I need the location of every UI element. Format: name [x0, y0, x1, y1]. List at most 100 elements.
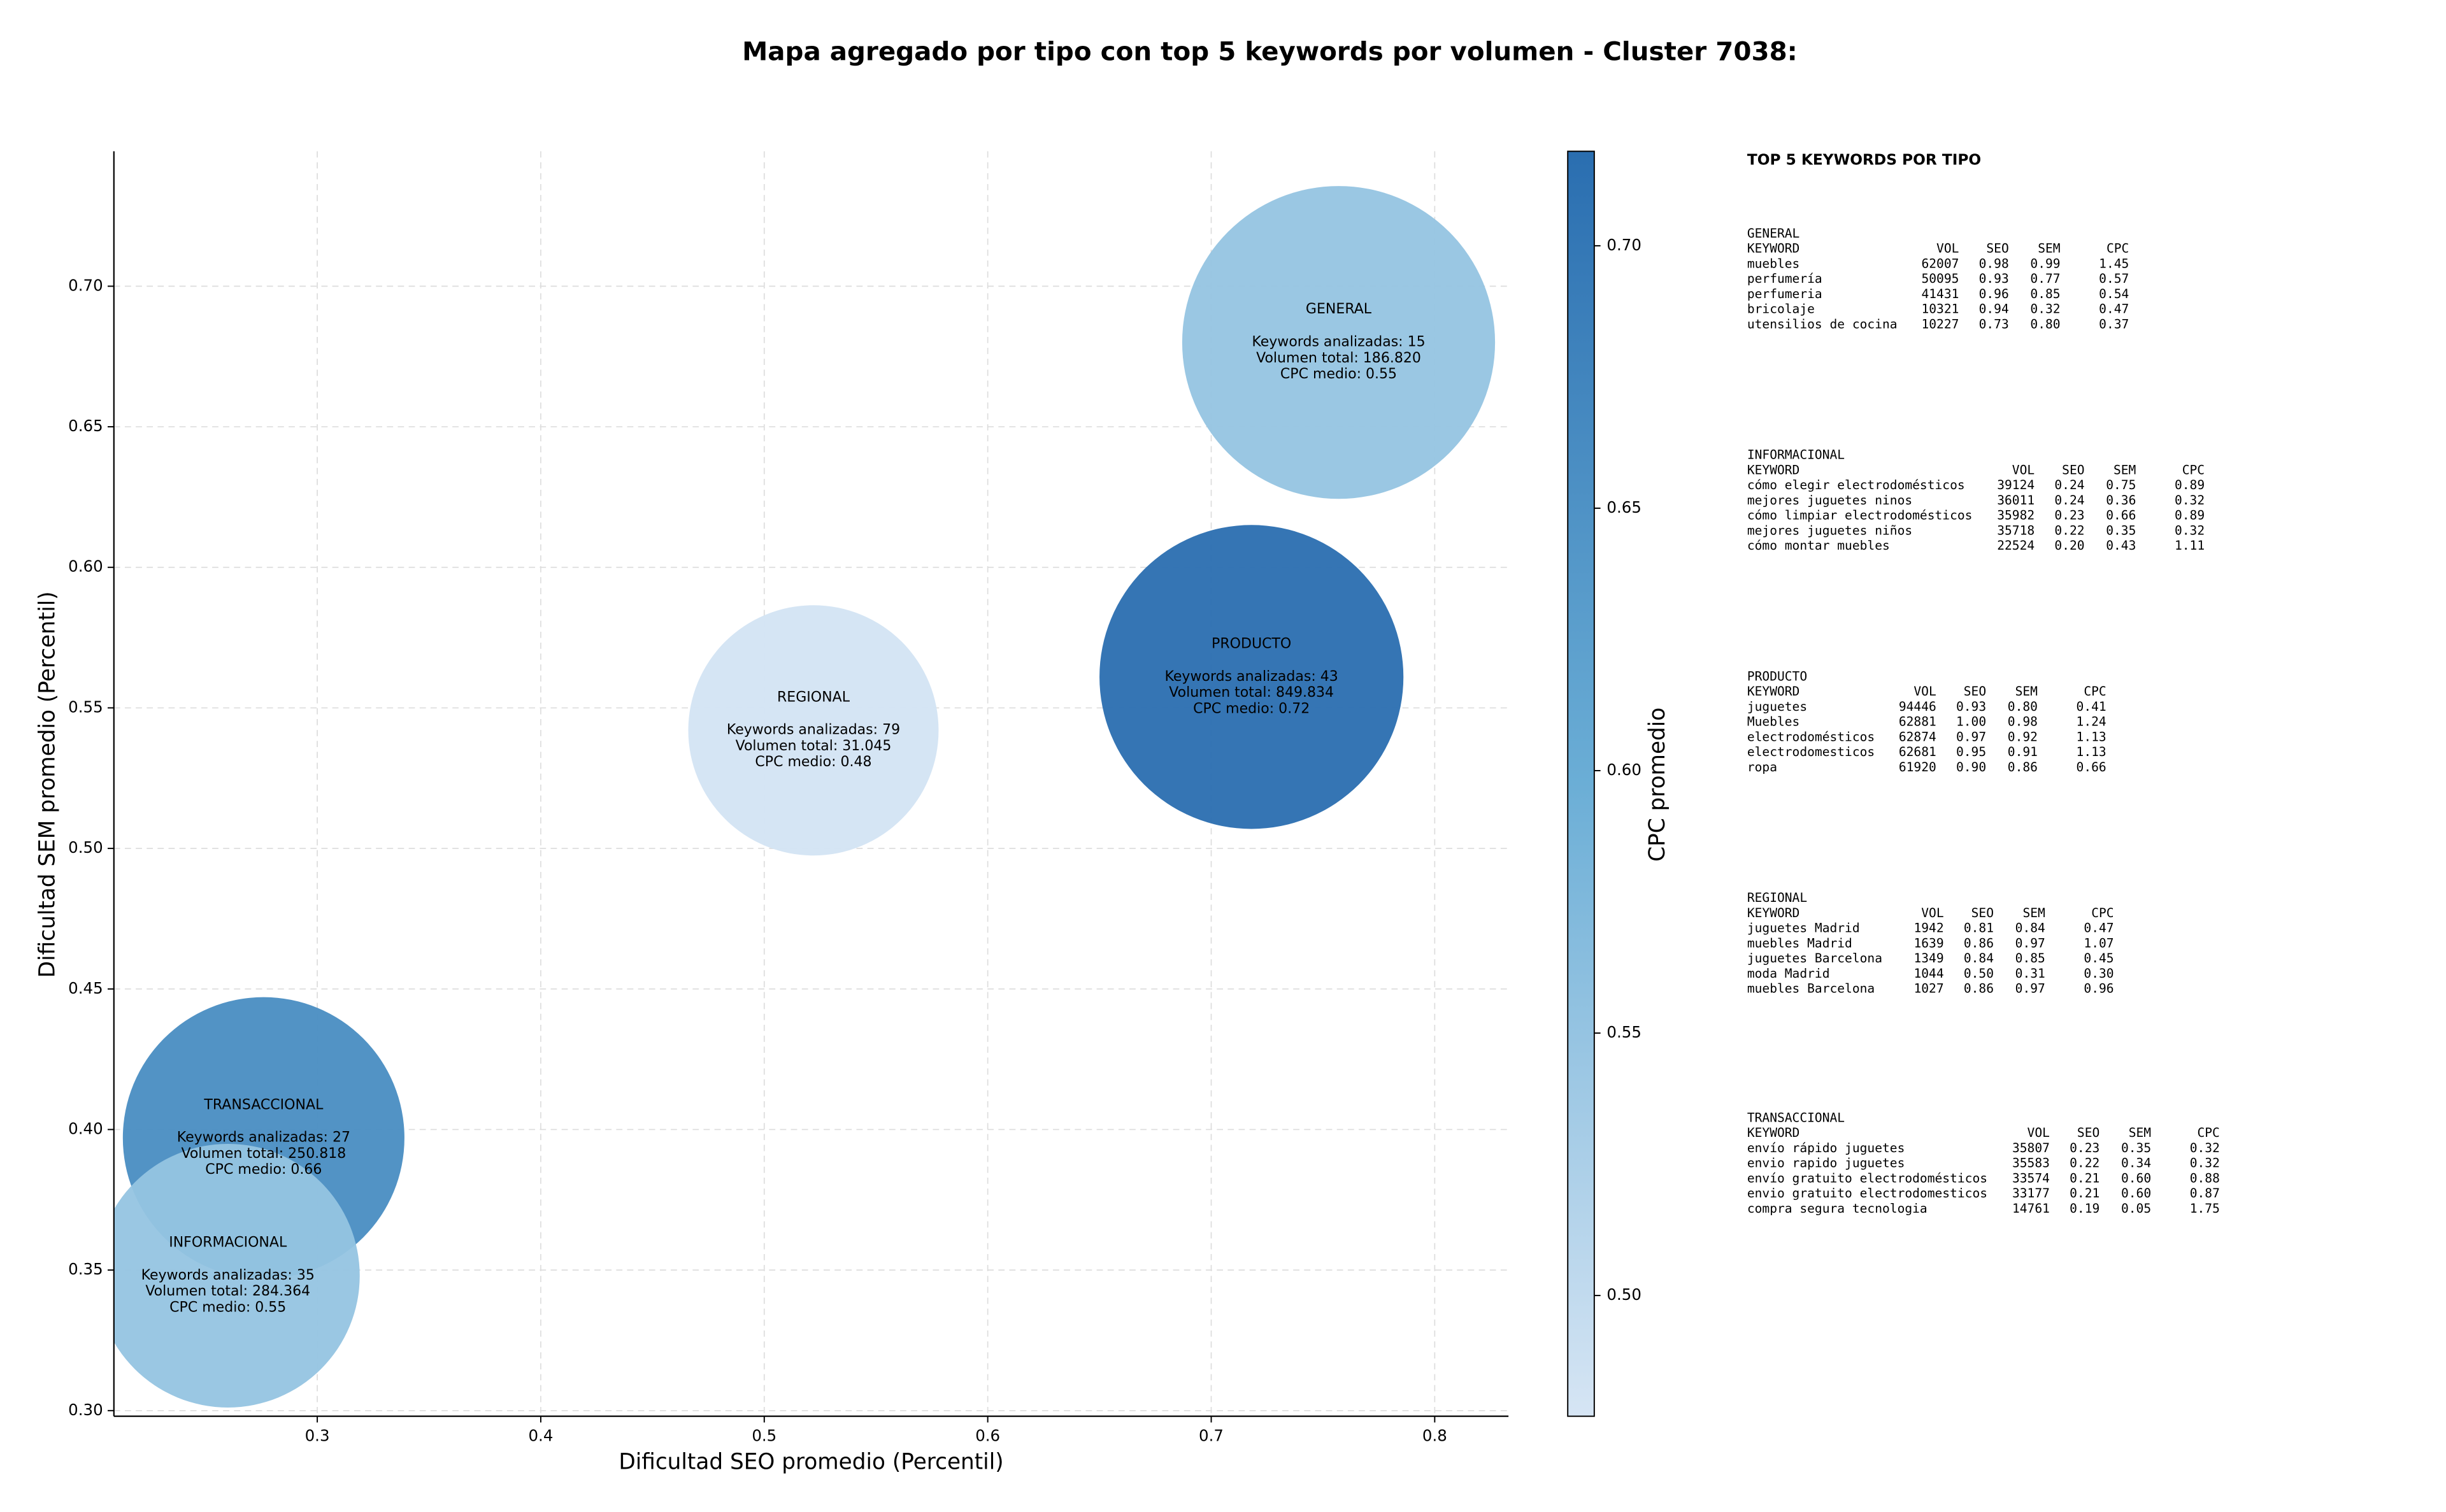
x-tick-label: 0.3 — [305, 1426, 330, 1444]
table-cell: 0.21 — [2070, 1171, 2099, 1185]
table-cell: envío rápido juguetes — [1747, 1141, 1905, 1155]
table-cell: 0.57 — [2099, 271, 2129, 286]
bubble-name: INFORMACIONAL — [169, 1235, 287, 1251]
table-cell: 0.84 — [1964, 951, 1994, 966]
table-cell: 14761 — [2012, 1201, 2050, 1216]
table-cell: 0.32 — [2175, 523, 2205, 538]
y-tick-label: 0.55 — [68, 697, 103, 716]
table-cell: 0.85 — [2015, 951, 2045, 966]
table-cell: 39124 — [1997, 478, 2035, 492]
table-cell: perfumeria — [1747, 287, 1822, 301]
table-cell: 35982 — [1997, 508, 2035, 523]
section-title: REGIONAL — [1747, 890, 1807, 905]
table-header: KEYWORD — [1747, 906, 1800, 920]
table-cell: 0.81 — [1964, 921, 1994, 936]
table-cell: 0.24 — [2054, 478, 2084, 492]
table-cell: electrodomesticos — [1747, 745, 1875, 759]
bubble-label: CPC medio: 0.55 — [1280, 366, 1397, 382]
colorbar-tick-label: 0.70 — [1606, 236, 1641, 254]
table-cell: juguetes Madrid — [1747, 921, 1860, 936]
bubble-label: Volumen total: 849.834 — [1169, 685, 1334, 701]
x-tick-label: 0.5 — [752, 1426, 776, 1444]
table-cell: 0.98 — [1979, 256, 2009, 271]
table-cell: 62681 — [1899, 745, 1936, 759]
table-header: SEM — [2113, 462, 2136, 477]
table-cell: 1.00 — [1956, 715, 1986, 729]
bubble-label: CPC medio: 0.72 — [1193, 701, 1310, 717]
table-cell: 0.66 — [2077, 760, 2106, 774]
bubbles — [113, 186, 1496, 1408]
table-cell: 0.87 — [2190, 1186, 2220, 1201]
table-header: KEYWORD — [1747, 1125, 1800, 1140]
table-cell: juguetes — [1747, 699, 1807, 714]
table-cell: 0.23 — [2054, 508, 2084, 523]
table-cell: 0.43 — [2106, 538, 2136, 553]
table-header: CPC — [2182, 462, 2205, 477]
table-header: VOL — [1921, 906, 1943, 920]
table-cell: 1349 — [1913, 951, 1943, 966]
bubble-label: CPC medio: 0.48 — [755, 754, 871, 770]
x-tick-label: 0.4 — [528, 1426, 553, 1444]
table-cell: juguetes Barcelona — [1747, 951, 1882, 966]
table-cell: 0.73 — [1979, 317, 2009, 331]
table-header: SEM — [2022, 906, 2045, 920]
table-cell: 35807 — [2012, 1141, 2050, 1155]
table-cell: compra segura tecnologia — [1747, 1201, 1927, 1216]
table-cell: 0.80 — [2030, 317, 2060, 331]
bubble-label: CPC medio: 0.66 — [205, 1162, 322, 1178]
table-header: CPC — [2197, 1125, 2219, 1140]
table-cell: 0.35 — [2106, 523, 2136, 538]
table-cell: 36011 — [1997, 493, 2035, 508]
table-cell: 0.22 — [2070, 1156, 2099, 1171]
bubble-label: Volumen total: 250.818 — [181, 1146, 346, 1162]
table-cell: 0.36 — [2106, 493, 2136, 508]
table-cell: 62881 — [1899, 715, 1936, 729]
table-cell: 0.47 — [2099, 302, 2129, 317]
table-cell: 0.94 — [1979, 302, 2009, 317]
table-cell: 1.11 — [2175, 538, 2205, 553]
table-header: CPC — [2084, 684, 2106, 699]
table-cell: 50095 — [1921, 271, 1959, 286]
y-tick-label: 0.65 — [68, 417, 103, 435]
y-tick-label: 0.30 — [68, 1401, 103, 1419]
table-cell: 41431 — [1921, 287, 1959, 301]
table-header: VOL — [1936, 241, 1959, 256]
table-cell: 0.85 — [2030, 287, 2060, 301]
table-cell: 1942 — [1913, 921, 1943, 936]
y-tick-label: 0.50 — [68, 838, 103, 857]
bubble — [688, 605, 939, 856]
table-header: SEM — [2038, 241, 2060, 256]
table-cell: mejores juguetes niños — [1747, 523, 1912, 538]
table-cell: 1.07 — [2084, 936, 2113, 950]
colorbar-tick-label: 0.60 — [1606, 760, 1641, 779]
table-cell: 1639 — [1913, 936, 1943, 950]
table-cell: 0.96 — [1979, 287, 2009, 301]
table-cell: electrodomésticos — [1747, 729, 1875, 744]
table-header: KEYWORD — [1747, 241, 1800, 256]
table-cell: 0.45 — [2084, 951, 2113, 966]
table-cell: 0.50 — [1964, 966, 1994, 981]
y-axis-label: Dificultad SEM promedio (Percentil) — [34, 591, 60, 978]
section-title: GENERAL — [1747, 226, 1800, 241]
table-cell: muebles Barcelona — [1747, 981, 1875, 996]
x-tick-label: 0.7 — [1199, 1426, 1224, 1444]
table-header: VOL — [2028, 1125, 2050, 1140]
table-cell: moda Madrid — [1747, 966, 1830, 981]
x-tick-label: 0.6 — [975, 1426, 1000, 1444]
table-cell: envio rapido juguetes — [1747, 1156, 1905, 1171]
table-header: KEYWORD — [1747, 684, 1800, 699]
table-header: SEM — [2015, 684, 2038, 699]
table-cell: 0.24 — [2054, 493, 2084, 508]
x-tick-label: 0.8 — [1422, 1426, 1447, 1444]
table-cell: cómo elegir electrodomésticos — [1747, 478, 1965, 492]
table-cell: 0.20 — [2054, 538, 2084, 553]
table-header: SEO — [2062, 462, 2084, 477]
table-cell: 0.37 — [2099, 317, 2129, 331]
bubble-name: REGIONAL — [777, 689, 850, 705]
section-title: TRANSACCIONAL — [1747, 1110, 1845, 1125]
table-cell: 0.35 — [2121, 1141, 2151, 1155]
table-header: SEO — [1964, 684, 1986, 699]
bubble — [1182, 186, 1496, 499]
